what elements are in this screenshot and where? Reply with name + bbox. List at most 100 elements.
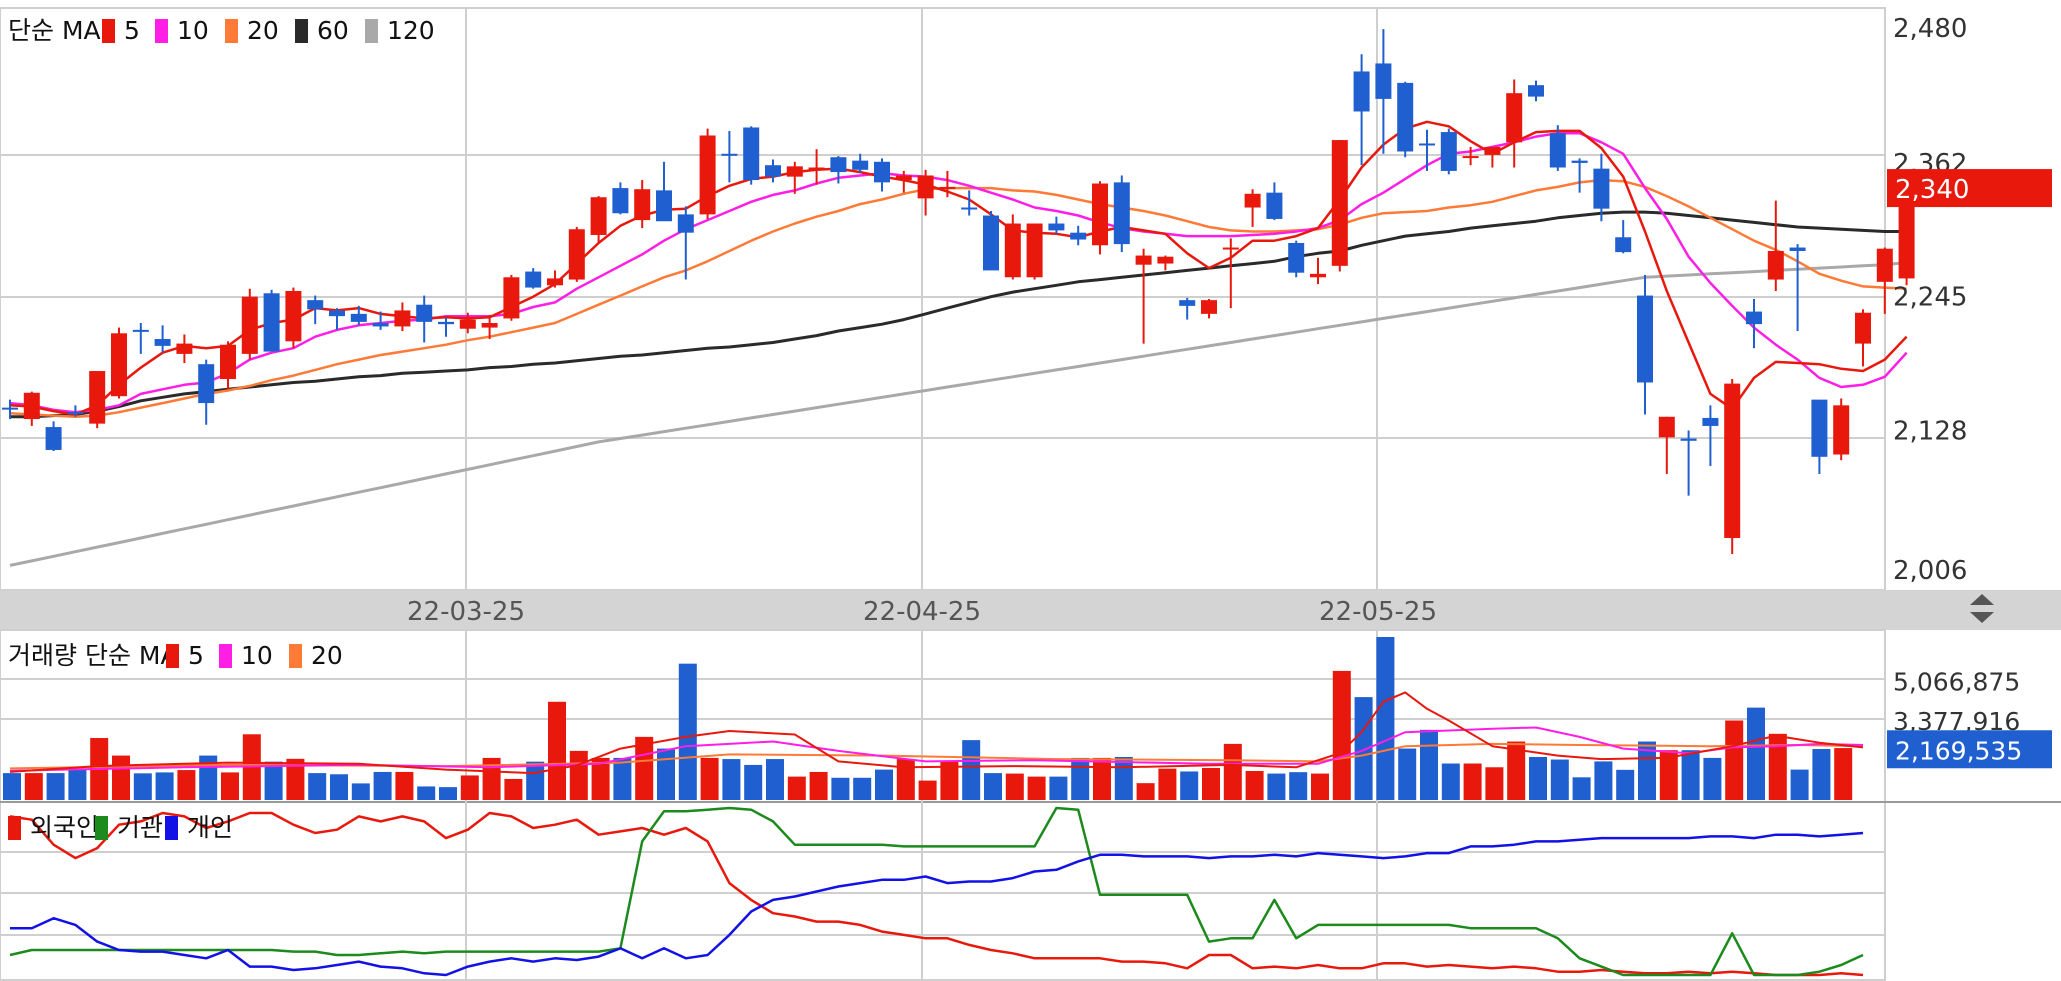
candle-body	[1833, 405, 1850, 455]
volume-bar	[1376, 637, 1395, 800]
candle-body	[1637, 295, 1653, 383]
volume-ma5-line	[9, 691, 1864, 775]
volume-tick-label: 5,066,875	[1893, 668, 2020, 697]
candle-body	[1702, 417, 1719, 426]
volume-bar	[1507, 741, 1526, 800]
current-price-value: 2,340	[1895, 175, 1969, 205]
candle-body	[1048, 223, 1065, 231]
volume-bar	[1158, 768, 1177, 800]
candle-body	[1746, 311, 1762, 325]
volume-bar	[1049, 776, 1068, 800]
volume-bar	[1093, 757, 1111, 800]
legend-item-label: 외국인	[30, 813, 99, 842]
legend-swatch	[289, 644, 302, 668]
candle-body	[503, 277, 520, 319]
candle-body	[1004, 223, 1021, 278]
volume-bar	[286, 758, 305, 800]
volume-bar	[1027, 776, 1046, 800]
volume-bar	[744, 764, 763, 800]
volume-bar	[809, 771, 828, 800]
ma120-line	[9, 260, 1907, 567]
ma120-polyline	[9, 260, 1907, 567]
candle-body	[132, 329, 149, 332]
volume-bar	[133, 773, 152, 800]
candle-body	[961, 207, 978, 210]
volume-bar	[1398, 748, 1417, 800]
volume-bar	[678, 663, 697, 800]
date-label: 22-03-25	[407, 597, 525, 627]
legend-item-label: 10	[177, 16, 209, 45]
volume-bar	[460, 775, 479, 800]
candle-body	[394, 310, 411, 327]
candle-body	[1789, 247, 1806, 251]
legend-item-label: 20	[311, 641, 343, 670]
volume-bar	[787, 776, 806, 800]
candle-body	[1222, 247, 1239, 250]
volume-bar	[1703, 757, 1722, 800]
legend-title: 단순 MA	[8, 16, 101, 45]
volume-bar	[984, 773, 1002, 800]
volume-bars	[3, 637, 1853, 800]
volume-bar	[1136, 783, 1155, 800]
volume-bar	[1114, 756, 1133, 800]
ma5-polyline	[9, 120, 1908, 416]
candle-body	[438, 321, 454, 325]
volume-bar	[613, 757, 632, 800]
volume-bar	[1354, 697, 1373, 800]
volume-bar	[962, 740, 981, 800]
candle-body	[895, 175, 912, 181]
candle-body	[1811, 399, 1828, 457]
price-tick-label: 2,128	[1893, 416, 1967, 446]
candle-body	[1266, 192, 1283, 219]
volume-bar	[1747, 707, 1765, 800]
candle-body	[917, 175, 934, 199]
volume-bar	[439, 787, 457, 800]
candle-body	[525, 271, 542, 288]
candle-body	[416, 304, 433, 322]
candle-body	[765, 165, 781, 177]
candle-body	[89, 371, 106, 424]
candle-body	[176, 343, 193, 354]
legend-swatch	[155, 19, 168, 43]
candle-body	[1506, 93, 1523, 143]
price-panel	[0, 7, 1886, 591]
candle-body	[1440, 132, 1457, 171]
legend-swatch	[166, 644, 179, 668]
candle-body	[1026, 223, 1043, 278]
candle-body	[1876, 248, 1893, 282]
volume-bar	[591, 757, 610, 800]
volume-bar	[1790, 769, 1809, 800]
volume-bar	[1594, 761, 1613, 800]
volume-bar	[1332, 670, 1351, 800]
volume-bar	[1005, 773, 1024, 800]
investor-line	[9, 811, 1864, 977]
legend-swatch	[295, 19, 308, 43]
volume-bar	[1529, 756, 1547, 800]
volume-bar	[46, 773, 65, 800]
candle-body	[939, 186, 956, 189]
candle-body	[2, 407, 18, 410]
legend-item-label: 5	[124, 16, 140, 45]
volume-bar	[373, 771, 392, 800]
candle-body	[1462, 156, 1479, 159]
volume-bar	[395, 771, 414, 800]
volume-bar	[112, 755, 130, 800]
volume-bar	[24, 773, 43, 800]
down-arrow-icon	[1970, 612, 1994, 623]
candle-body	[1898, 188, 1915, 279]
candle-body	[241, 296, 258, 354]
volume-bar	[417, 786, 436, 800]
legend-title: 거래량 단순 MA	[8, 641, 178, 670]
volume-bar	[918, 780, 937, 800]
candle-body	[1092, 183, 1108, 246]
volume-bar	[940, 761, 959, 800]
candle-body	[1571, 160, 1588, 163]
volume-bar	[1638, 741, 1656, 800]
candle-body	[743, 127, 760, 181]
candle-body	[1528, 85, 1544, 97]
candle-body	[45, 427, 62, 450]
volume-bar	[264, 761, 283, 800]
ma20-line	[9, 178, 1907, 419]
volume-bar	[1659, 750, 1678, 800]
